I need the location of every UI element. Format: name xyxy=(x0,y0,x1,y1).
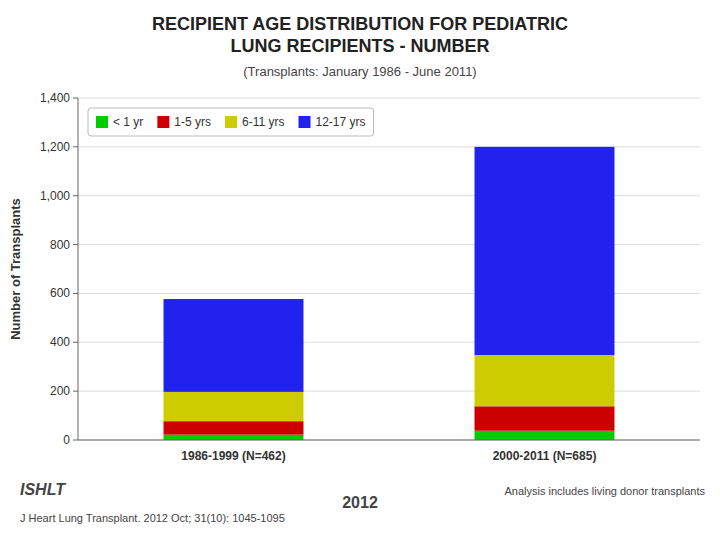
y-tick-label: 600 xyxy=(50,286,70,300)
legend: < 1 yr 1-5 yrs 6-11 yrs 12-17 yrs xyxy=(88,108,374,136)
x-tick-label: 1986-1999 (N=462) xyxy=(181,449,285,463)
x-ticks: 1986-1999 (N=462) 2000-2011 (N=685) xyxy=(181,449,596,463)
bar-segment xyxy=(164,392,304,421)
y-tick xyxy=(73,391,78,392)
y-ticks: 0 200 400 600 800 1,000 1,200 1,400 xyxy=(40,91,78,447)
y-tick-label: 1,200 xyxy=(40,140,70,154)
bar-segment xyxy=(164,435,304,440)
title-line: RECIPIENT AGE DISTRIBUTION FOR PEDIATRIC xyxy=(152,14,568,34)
y-tick-label: 800 xyxy=(50,238,70,252)
y-tick xyxy=(73,293,78,294)
annotation: J Heart Lung Transplant. 2012 Oct; 31(10… xyxy=(20,512,285,524)
legend-label: 12-17 yrs xyxy=(316,115,366,129)
y-tick-label: 400 xyxy=(50,335,70,349)
legend-swatch xyxy=(225,116,237,128)
bar-segment xyxy=(164,299,304,392)
chart: RECIPIENT AGE DISTRIBUTION FOR PEDIATRIC… xyxy=(0,0,720,540)
y-tick xyxy=(73,244,78,245)
legend-frame xyxy=(88,108,374,136)
title-line: LUNG RECIPIENTS - NUMBER xyxy=(230,36,489,56)
y-tick xyxy=(73,342,78,343)
grid-line xyxy=(78,440,700,441)
grid-line xyxy=(78,98,700,99)
x-axis-line xyxy=(78,440,700,441)
y-tick xyxy=(73,98,78,99)
bar-segment xyxy=(475,355,615,406)
grid xyxy=(78,98,700,440)
legend-swatch xyxy=(157,116,169,128)
subtitle: (Transplants: January 1986 - June 2011) xyxy=(243,64,476,79)
y-axis-line xyxy=(78,98,79,440)
x-tick-label: 2000-2011 (N=685) xyxy=(493,449,597,463)
bar-segment xyxy=(475,147,615,355)
y-tick-label: 1,400 xyxy=(40,91,70,105)
y-tick-label: 1,000 xyxy=(40,189,70,203)
bar-segment xyxy=(164,421,304,434)
title: RECIPIENT AGE DISTRIBUTION FOR PEDIATRIC… xyxy=(152,14,568,56)
y-tick xyxy=(73,146,78,147)
y-tick-label: 0 xyxy=(63,433,70,447)
bar-segment xyxy=(475,406,615,430)
y-axis-label: Number of Transplants xyxy=(8,198,23,340)
legend-label: < 1 yr xyxy=(113,115,143,129)
y-tick xyxy=(73,195,78,196)
legend-label: 6-11 yrs xyxy=(242,115,284,129)
annotation: ISHLT xyxy=(20,481,66,498)
legend-swatch xyxy=(96,116,108,128)
bars xyxy=(164,147,615,440)
legend-swatch xyxy=(299,116,311,128)
bar-segment xyxy=(475,431,615,440)
annotation: Analysis includes living donor transplan… xyxy=(504,485,705,497)
y-tick-label: 200 xyxy=(50,384,70,398)
legend-label: 1-5 yrs xyxy=(174,115,211,129)
annotation: 2012 xyxy=(342,494,378,511)
y-tick xyxy=(73,440,78,441)
